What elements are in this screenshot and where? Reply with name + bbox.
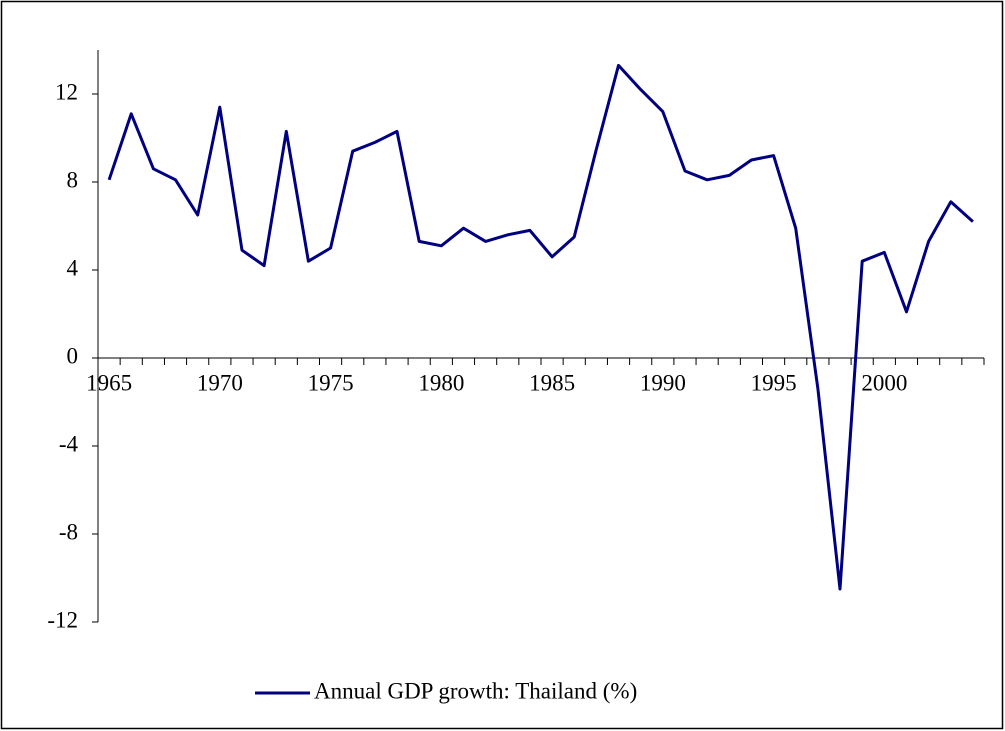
x-tick-label: 2000 — [861, 370, 907, 395]
y-tick-label: 4 — [67, 255, 79, 280]
y-tick-label: -4 — [59, 431, 79, 456]
x-tick-label: 1965 — [86, 370, 132, 395]
y-tick-label: 8 — [67, 167, 79, 192]
legend-label: Annual GDP growth: Thailand (%) — [314, 678, 637, 703]
y-tick-label: -8 — [59, 519, 78, 544]
x-tick-label: 1990 — [640, 370, 686, 395]
x-tick-label: 1970 — [197, 370, 243, 395]
x-tick-label: 1985 — [529, 370, 575, 395]
y-tick-label: 0 — [67, 343, 79, 368]
x-tick-label: 1975 — [308, 370, 354, 395]
x-tick-label: 1980 — [418, 370, 464, 395]
y-tick-label: 12 — [55, 79, 78, 104]
data-line — [107, 63, 974, 591]
x-tick-label: 1995 — [751, 370, 797, 395]
y-tick-label: -12 — [47, 607, 78, 632]
